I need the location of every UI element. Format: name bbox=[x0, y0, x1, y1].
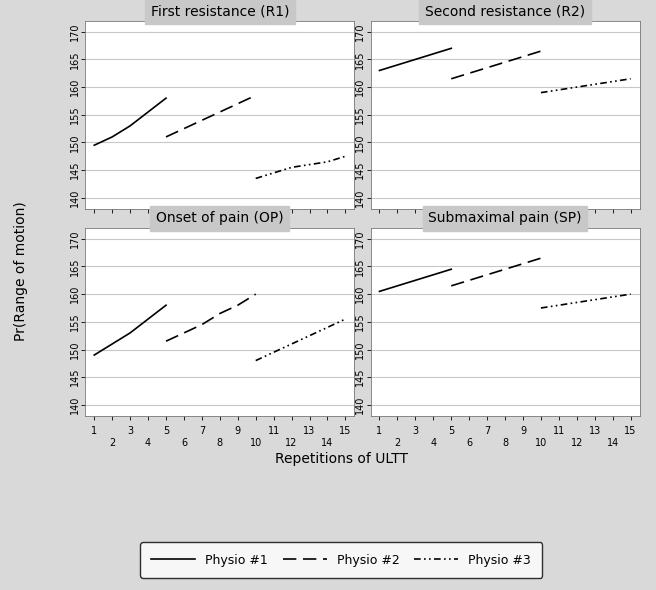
Text: 15: 15 bbox=[625, 427, 637, 436]
Title: Onset of pain (OP): Onset of pain (OP) bbox=[156, 211, 283, 225]
Text: 5: 5 bbox=[448, 427, 455, 436]
Text: Pr(Range of motion): Pr(Range of motion) bbox=[14, 202, 28, 341]
Text: 4: 4 bbox=[145, 438, 151, 448]
Text: 6: 6 bbox=[466, 438, 472, 448]
Title: Second resistance (R2): Second resistance (R2) bbox=[425, 4, 585, 18]
Text: 13: 13 bbox=[303, 427, 316, 436]
Text: 15: 15 bbox=[339, 427, 352, 436]
Legend: Physio #1, Physio #2, Physio #3: Physio #1, Physio #2, Physio #3 bbox=[140, 542, 542, 578]
Text: 1: 1 bbox=[377, 427, 382, 436]
Text: 4: 4 bbox=[430, 438, 436, 448]
Text: 9: 9 bbox=[235, 427, 241, 436]
Title: Submaximal pain (SP): Submaximal pain (SP) bbox=[428, 211, 582, 225]
Text: 6: 6 bbox=[181, 438, 187, 448]
Text: 13: 13 bbox=[588, 427, 601, 436]
Text: 11: 11 bbox=[553, 427, 565, 436]
Text: 7: 7 bbox=[199, 427, 205, 436]
Text: 1: 1 bbox=[91, 427, 97, 436]
Text: 8: 8 bbox=[216, 438, 223, 448]
Text: 10: 10 bbox=[249, 438, 262, 448]
Text: 11: 11 bbox=[268, 427, 279, 436]
Text: 8: 8 bbox=[502, 438, 508, 448]
Text: 2: 2 bbox=[394, 438, 401, 448]
Text: 14: 14 bbox=[607, 438, 619, 448]
Text: 12: 12 bbox=[571, 438, 583, 448]
Text: 14: 14 bbox=[321, 438, 334, 448]
Text: 10: 10 bbox=[535, 438, 547, 448]
Text: Repetitions of ULTT: Repetitions of ULTT bbox=[275, 452, 407, 466]
Text: 7: 7 bbox=[484, 427, 490, 436]
Text: 3: 3 bbox=[127, 427, 133, 436]
Title: First resistance (R1): First resistance (R1) bbox=[151, 4, 289, 18]
Text: 3: 3 bbox=[413, 427, 419, 436]
Text: 12: 12 bbox=[285, 438, 298, 448]
Text: 2: 2 bbox=[109, 438, 115, 448]
Text: 9: 9 bbox=[520, 427, 526, 436]
Text: 5: 5 bbox=[163, 427, 169, 436]
